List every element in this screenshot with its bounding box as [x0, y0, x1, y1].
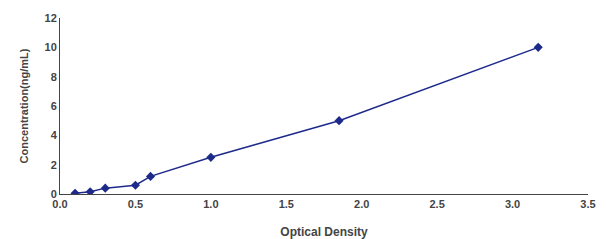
- svg-text:8: 8: [51, 71, 57, 83]
- svg-text:0.5: 0.5: [128, 198, 143, 210]
- svg-text:10: 10: [45, 41, 57, 53]
- svg-text:0.0: 0.0: [52, 198, 67, 210]
- svg-text:12: 12: [45, 12, 57, 24]
- svg-text:6: 6: [51, 100, 57, 112]
- svg-text:2.5: 2.5: [429, 198, 444, 210]
- svg-text:Optical Density: Optical Density: [280, 225, 368, 239]
- svg-text:2.0: 2.0: [354, 198, 369, 210]
- svg-text:3.0: 3.0: [505, 198, 520, 210]
- svg-text:4: 4: [51, 129, 58, 141]
- svg-text:1.5: 1.5: [279, 198, 294, 210]
- svg-text:2: 2: [51, 159, 57, 171]
- svg-text:1.0: 1.0: [203, 198, 218, 210]
- svg-text:Concentration(ng/mL): Concentration(ng/mL): [18, 48, 30, 163]
- svg-text:0: 0: [51, 188, 57, 200]
- svg-text:3.5: 3.5: [580, 198, 595, 210]
